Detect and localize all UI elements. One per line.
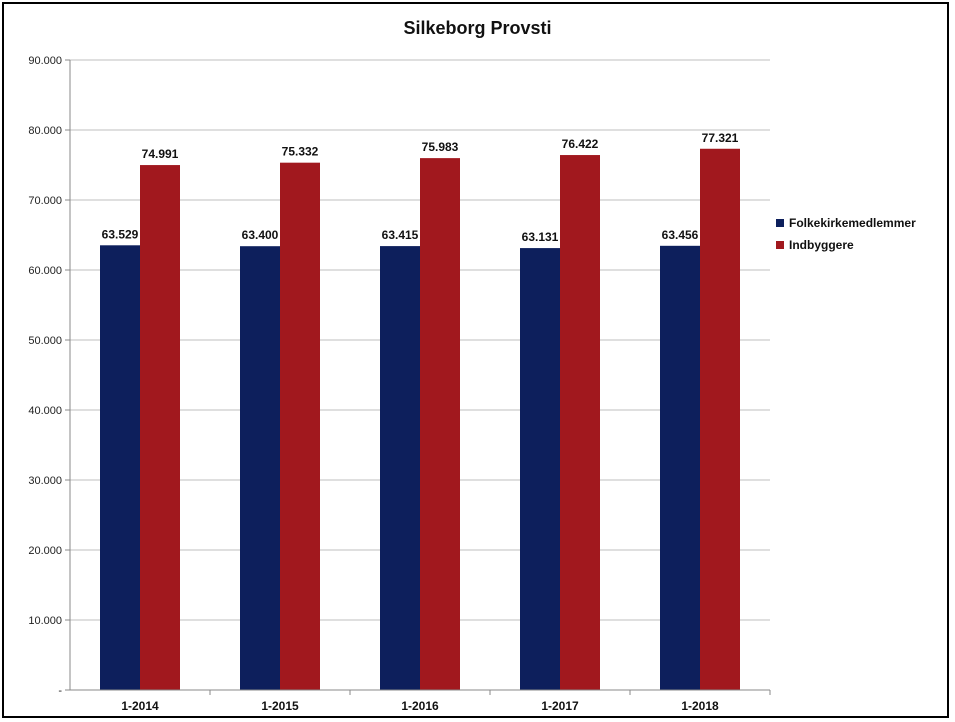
x-tick-label: 1-2017 bbox=[541, 699, 579, 713]
y-tick-label: 30.000 bbox=[28, 475, 62, 487]
y-tick-label: 90.000 bbox=[28, 55, 62, 67]
bar bbox=[520, 248, 560, 690]
bar bbox=[140, 165, 180, 691]
y-tick-label: - bbox=[58, 685, 62, 697]
y-tick-label: 50.000 bbox=[28, 335, 62, 347]
data-label: 75.983 bbox=[422, 140, 459, 154]
y-tick-label: 60.000 bbox=[28, 265, 62, 277]
bar bbox=[420, 158, 460, 690]
legend-item-folkekirkemedlemmer: Folkekirkemedlemmer bbox=[776, 212, 916, 234]
data-label: 63.529 bbox=[102, 227, 139, 241]
legend-item-indbyggere: Indbyggere bbox=[776, 234, 916, 256]
bars bbox=[100, 148, 740, 691]
x-tick-label: 1-2018 bbox=[681, 699, 719, 713]
data-label: 63.415 bbox=[382, 228, 419, 242]
bar bbox=[100, 245, 140, 690]
data-labels: 63.529 74.991 63.400 75.332 63.415 75.983 63.1… bbox=[102, 131, 739, 244]
y-tick-label: 10.000 bbox=[28, 615, 62, 627]
y-tick-label: 70.000 bbox=[28, 195, 62, 207]
y-tick-label: 20.000 bbox=[28, 545, 62, 557]
data-label: 74.991 bbox=[142, 147, 179, 161]
legend-label: Indbyggere bbox=[789, 238, 854, 252]
x-tick-label: 1-2016 bbox=[401, 699, 439, 713]
bar bbox=[280, 162, 320, 690]
legend-label: Folkekirkemedlemmer bbox=[789, 216, 916, 230]
x-tick-label: 1-2015 bbox=[261, 699, 299, 713]
data-label: 63.131 bbox=[522, 230, 559, 244]
legend: Folkekirkemedlemmer Indbyggere bbox=[776, 212, 916, 256]
data-label: 75.332 bbox=[282, 145, 319, 159]
data-label: 63.400 bbox=[242, 228, 279, 242]
legend-swatch bbox=[776, 219, 784, 227]
y-axis: - 10.000 20.000 30.000 40.000 50.000 60.000 70.… bbox=[28, 55, 71, 697]
bar bbox=[240, 246, 280, 690]
y-tick-label: 40.000 bbox=[28, 405, 62, 417]
y-tick-label: 80.000 bbox=[28, 125, 62, 137]
x-tick-label: 1-2014 bbox=[121, 699, 159, 713]
bar bbox=[660, 245, 700, 691]
data-label: 63.456 bbox=[662, 228, 699, 242]
x-axis: 1-2014 1-2015 1-2016 1-2017 1-2018 bbox=[70, 689, 771, 713]
bar bbox=[560, 155, 600, 690]
bar bbox=[380, 246, 420, 690]
bar bbox=[700, 148, 740, 691]
legend-swatch bbox=[776, 241, 784, 249]
data-label: 76.422 bbox=[562, 137, 599, 151]
data-label: 77.321 bbox=[702, 131, 739, 145]
chart-title: Silkeborg Provsti bbox=[403, 18, 552, 38]
